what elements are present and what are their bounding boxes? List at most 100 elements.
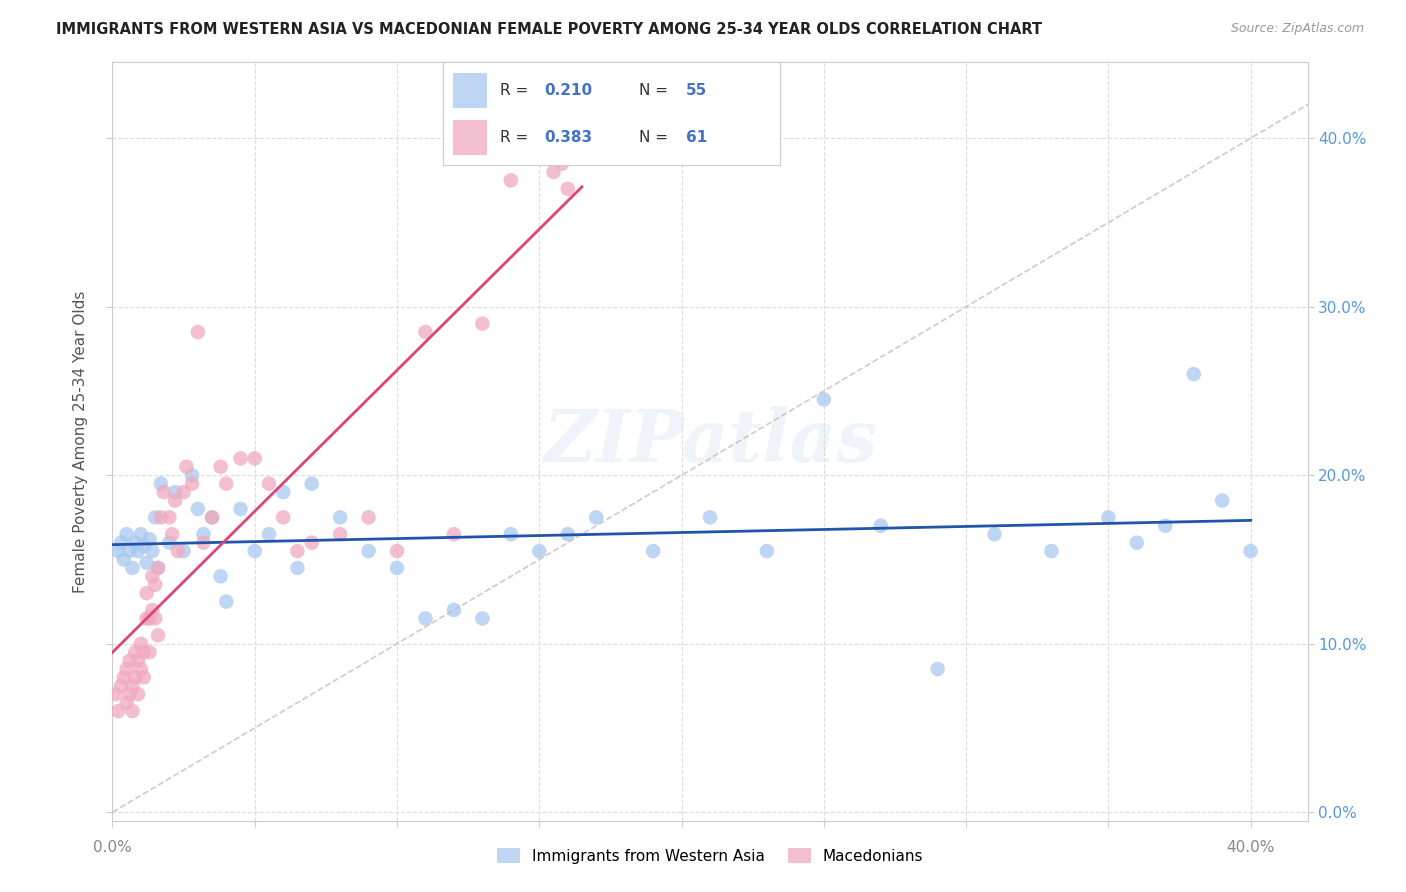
Point bbox=[271, 510, 294, 524]
Point bbox=[118, 687, 141, 701]
Point bbox=[149, 510, 172, 524]
Point bbox=[415, 325, 437, 339]
Point bbox=[229, 502, 252, 516]
Point bbox=[565, 148, 588, 162]
Text: 0.210: 0.210 bbox=[544, 83, 592, 97]
Point bbox=[118, 654, 141, 668]
Point bbox=[1240, 544, 1263, 558]
Point bbox=[132, 539, 155, 553]
Point bbox=[165, 493, 187, 508]
Point bbox=[152, 485, 174, 500]
Point bbox=[1040, 544, 1063, 558]
Point bbox=[215, 476, 238, 491]
Point bbox=[869, 518, 891, 533]
Point bbox=[127, 654, 149, 668]
Point bbox=[557, 527, 579, 541]
Point bbox=[193, 527, 215, 541]
Point bbox=[755, 544, 778, 558]
Point bbox=[129, 662, 152, 676]
Point bbox=[557, 182, 579, 196]
Point bbox=[138, 645, 160, 659]
Point bbox=[121, 704, 143, 718]
Point bbox=[571, 148, 593, 162]
Point bbox=[146, 561, 169, 575]
Text: Source: ZipAtlas.com: Source: ZipAtlas.com bbox=[1230, 22, 1364, 36]
Point bbox=[271, 485, 294, 500]
Point bbox=[118, 544, 141, 558]
Point bbox=[209, 569, 232, 583]
Point bbox=[115, 527, 138, 541]
Point bbox=[257, 476, 280, 491]
Point bbox=[121, 561, 143, 575]
Point bbox=[287, 544, 309, 558]
Point bbox=[529, 544, 551, 558]
Point bbox=[1211, 493, 1233, 508]
Point bbox=[124, 670, 146, 684]
Point bbox=[129, 527, 152, 541]
Point bbox=[146, 561, 169, 575]
Point bbox=[132, 645, 155, 659]
Point bbox=[112, 552, 135, 566]
Point bbox=[301, 476, 323, 491]
Point bbox=[385, 561, 408, 575]
Legend: Immigrants from Western Asia, Macedonians: Immigrants from Western Asia, Macedonian… bbox=[491, 842, 929, 870]
Y-axis label: Female Poverty Among 25-34 Year Olds: Female Poverty Among 25-34 Year Olds bbox=[73, 291, 89, 592]
Point bbox=[127, 687, 149, 701]
Point bbox=[243, 451, 266, 466]
Point bbox=[201, 510, 224, 524]
Point bbox=[1126, 535, 1149, 549]
Point bbox=[127, 544, 149, 558]
Point bbox=[181, 476, 204, 491]
Point bbox=[104, 687, 127, 701]
Text: 0.383: 0.383 bbox=[544, 130, 592, 145]
Point bbox=[201, 510, 224, 524]
Point bbox=[385, 544, 408, 558]
Point bbox=[157, 510, 180, 524]
Point bbox=[162, 527, 183, 541]
Point bbox=[357, 544, 380, 558]
Point bbox=[129, 637, 152, 651]
Point bbox=[138, 611, 160, 625]
Point bbox=[1182, 367, 1205, 381]
Point bbox=[141, 569, 163, 583]
Point bbox=[107, 544, 129, 558]
Point bbox=[1154, 518, 1177, 533]
Point bbox=[187, 325, 209, 339]
Text: 40.0%: 40.0% bbox=[1226, 839, 1275, 855]
Point bbox=[927, 662, 949, 676]
Point bbox=[983, 527, 1005, 541]
Point bbox=[499, 527, 522, 541]
Point bbox=[141, 544, 163, 558]
Point bbox=[699, 510, 721, 524]
Bar bbox=[453, 73, 486, 108]
Point bbox=[173, 544, 195, 558]
Text: ZIPatlas: ZIPatlas bbox=[543, 406, 877, 477]
Point bbox=[471, 611, 494, 625]
Point bbox=[135, 556, 157, 570]
Point bbox=[173, 485, 195, 500]
Point bbox=[215, 594, 238, 608]
Text: 61: 61 bbox=[686, 130, 707, 145]
Point bbox=[121, 679, 143, 693]
Point bbox=[157, 535, 180, 549]
Point bbox=[143, 578, 166, 592]
Point bbox=[287, 561, 309, 575]
Point bbox=[643, 544, 665, 558]
Point bbox=[132, 670, 155, 684]
Point bbox=[176, 459, 198, 474]
Point bbox=[813, 392, 835, 407]
Text: 55: 55 bbox=[686, 83, 707, 97]
Point bbox=[209, 459, 232, 474]
Text: R =: R = bbox=[501, 130, 533, 145]
Point bbox=[141, 603, 163, 617]
Point bbox=[124, 645, 146, 659]
Point bbox=[112, 670, 135, 684]
Text: R =: R = bbox=[501, 83, 533, 97]
Point bbox=[551, 156, 574, 170]
Point bbox=[443, 603, 465, 617]
Point bbox=[229, 451, 252, 466]
Text: IMMIGRANTS FROM WESTERN ASIA VS MACEDONIAN FEMALE POVERTY AMONG 25-34 YEAR OLDS : IMMIGRANTS FROM WESTERN ASIA VS MACEDONI… bbox=[56, 22, 1042, 37]
Point bbox=[110, 535, 132, 549]
Point bbox=[499, 173, 522, 187]
Point bbox=[243, 544, 266, 558]
